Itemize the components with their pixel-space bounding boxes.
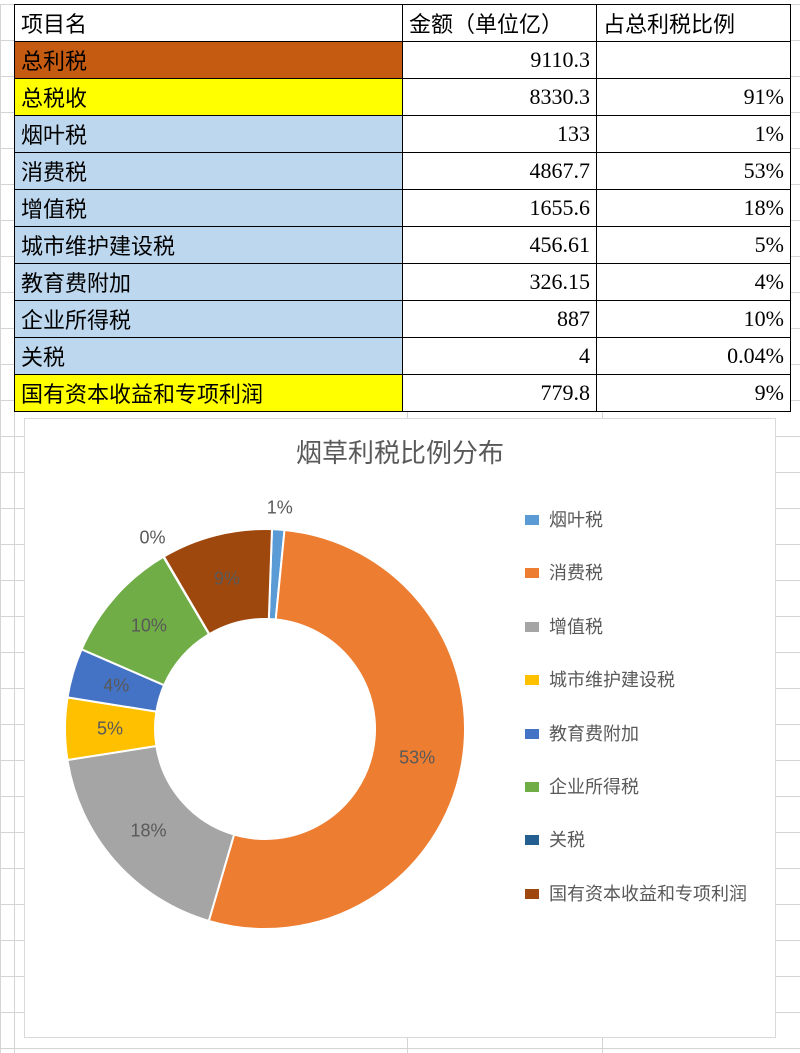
table-header: 金额（单位亿） [403, 5, 597, 42]
legend-swatch [525, 622, 539, 632]
legend-label: 增值税 [549, 616, 603, 639]
table-row: 教育费附加326.154% [15, 264, 791, 301]
legend-item: 国有资本收益和专项利润 [525, 883, 765, 906]
legend-item: 消费税 [525, 562, 765, 585]
table-cell: 企业所得税 [15, 301, 403, 338]
legend-swatch [525, 675, 539, 685]
table-cell: 4867.7 [403, 153, 597, 190]
table-cell: 779.8 [403, 375, 597, 412]
table-row: 消费税4867.753% [15, 153, 791, 190]
table-row: 企业所得税88710% [15, 301, 791, 338]
table-cell: 国有资本收益和专项利润 [15, 375, 403, 412]
table-row: 总利税9110.3 [15, 42, 791, 79]
legend-swatch [525, 515, 539, 525]
legend-label: 企业所得税 [549, 776, 639, 799]
table-cell: 总税收 [15, 79, 403, 116]
donut-slice-label: 0% [139, 527, 165, 548]
donut-slice-label: 4% [103, 675, 129, 696]
table-cell: 关税 [15, 338, 403, 375]
table-cell: 消费税 [15, 153, 403, 190]
table-cell: 91% [597, 79, 791, 116]
legend-label: 国有资本收益和专项利润 [549, 883, 747, 906]
donut-chart-card: 烟草利税比例分布 1% 53% 18% 5% 4% 10% 0% 9% 烟叶税消费税增值税城市… [24, 418, 776, 1038]
table-cell: 53% [597, 153, 791, 190]
legend-label: 消费税 [549, 562, 603, 585]
legend-swatch [525, 568, 539, 578]
legend-label: 关税 [549, 829, 585, 852]
table-cell: 1% [597, 116, 791, 153]
chart-legend: 烟叶税消费税增值税城市维护建设税教育费附加企业所得税关税国有资本收益和专项利润 [525, 509, 765, 936]
table-cell: 烟叶税 [15, 116, 403, 153]
donut-chart: 1%53%18%5%4%10%0%9% [55, 519, 475, 939]
chart-title: 烟草利税比例分布 [25, 433, 775, 470]
table-row: 增值税1655.618% [15, 190, 791, 227]
legend-item: 烟叶税 [525, 509, 765, 532]
table-row: 烟叶税1331% [15, 116, 791, 153]
table-cell: 城市维护建设税 [15, 227, 403, 264]
table-cell: 9110.3 [403, 42, 597, 79]
legend-label: 城市维护建设税 [549, 669, 675, 692]
table-row: 总税收8330.391% [15, 79, 791, 116]
table-cell: 0.04% [597, 338, 791, 375]
donut-slice-label: 53% [399, 748, 435, 769]
donut-slice-label: 18% [131, 821, 167, 842]
table-cell [597, 42, 791, 79]
legend-swatch [525, 835, 539, 845]
donut-slice-label: 1% [267, 497, 293, 518]
table-cell: 9% [597, 375, 791, 412]
legend-item: 企业所得税 [525, 776, 765, 799]
tax-table: 项目名金额（单位亿）占总利税比例总利税9110.3总税收8330.391%烟叶税… [14, 4, 791, 412]
table-cell: 增值税 [15, 190, 403, 227]
table-row: 关税40.04% [15, 338, 791, 375]
table-cell: 456.61 [403, 227, 597, 264]
table-cell: 4% [597, 264, 791, 301]
table-cell: 326.15 [403, 264, 597, 301]
table-header: 项目名 [15, 5, 403, 42]
table-cell: 8330.3 [403, 79, 597, 116]
legend-swatch [525, 889, 539, 899]
table-cell: 10% [597, 301, 791, 338]
table-cell: 教育费附加 [15, 264, 403, 301]
table-row: 城市维护建设税456.615% [15, 227, 791, 264]
table-header: 占总利税比例 [597, 5, 791, 42]
legend-swatch [525, 782, 539, 792]
table-cell: 133 [403, 116, 597, 153]
table-cell: 4 [403, 338, 597, 375]
legend-label: 教育费附加 [549, 723, 639, 746]
legend-label: 烟叶税 [549, 509, 603, 532]
legend-item: 增值税 [525, 616, 765, 639]
table-cell: 1655.6 [403, 190, 597, 227]
table-cell: 总利税 [15, 42, 403, 79]
legend-item: 城市维护建设税 [525, 669, 765, 692]
legend-item: 关税 [525, 829, 765, 852]
table-cell: 887 [403, 301, 597, 338]
legend-item: 教育费附加 [525, 723, 765, 746]
donut-slice-label: 9% [214, 568, 240, 589]
donut-slice-label: 10% [131, 616, 167, 637]
donut-slice-label: 5% [97, 718, 123, 739]
table-row: 国有资本收益和专项利润779.89% [15, 375, 791, 412]
legend-swatch [525, 729, 539, 739]
table-cell: 18% [597, 190, 791, 227]
table-cell: 5% [597, 227, 791, 264]
